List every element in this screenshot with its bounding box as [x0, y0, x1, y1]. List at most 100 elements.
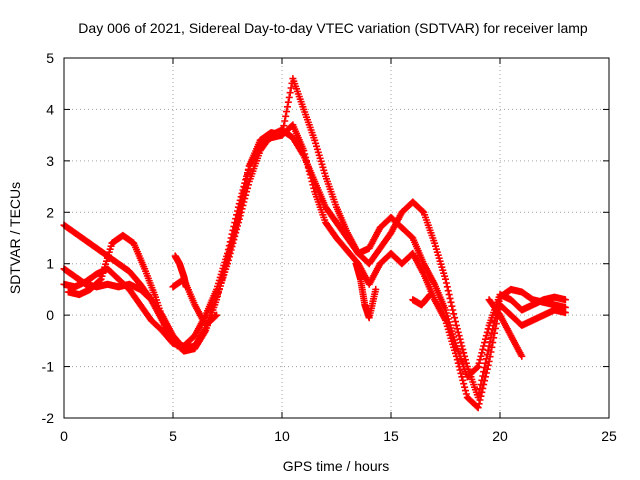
- data-point-trail: [475, 325, 492, 367]
- data-point: [474, 363, 482, 371]
- data-point-trail: [137, 286, 154, 303]
- data-point: [300, 147, 308, 155]
- data-point-trail: [333, 235, 350, 254]
- y-tick-label: -1: [42, 359, 55, 375]
- data-point: [561, 309, 569, 317]
- data-point-trail: [126, 287, 143, 308]
- data-point-trail: [366, 288, 379, 319]
- plot-frame: [63, 57, 610, 419]
- data-point-trail: [366, 225, 383, 251]
- data-point-trail: [508, 333, 525, 359]
- data-point-trail: [203, 288, 220, 317]
- data-point-trail: [131, 241, 148, 271]
- data-point-trail: [410, 251, 427, 276]
- grid-lines: [64, 58, 609, 418]
- series-6: [352, 260, 380, 322]
- data-point-trail: [453, 345, 470, 378]
- data-point: [372, 285, 380, 293]
- y-tick-label: 2: [46, 204, 54, 220]
- data-point-trail: [377, 250, 394, 267]
- data-point-trail: [399, 199, 416, 215]
- data-point-trail: [377, 230, 394, 251]
- series-9: [171, 252, 190, 291]
- data-point-trail: [464, 394, 481, 411]
- data-point-trail: [497, 302, 514, 318]
- data-point-trail: [98, 242, 115, 280]
- series-8: [485, 296, 526, 360]
- data-point: [518, 352, 526, 360]
- data-point-trail: [377, 214, 394, 231]
- data-point-trail: [344, 231, 361, 256]
- data-point-trail: [497, 313, 514, 338]
- data-point: [474, 404, 482, 412]
- data-point-trail: [388, 250, 405, 267]
- x-tick-label: 25: [601, 428, 617, 444]
- data-point: [213, 311, 221, 319]
- data-point-trail: [486, 297, 503, 318]
- data-point-trail: [519, 289, 536, 303]
- series-3: [60, 121, 569, 412]
- data-point-trail: [126, 281, 143, 293]
- data-point-trail: [323, 175, 340, 209]
- data-point-trail: [192, 303, 209, 328]
- y-tick-label: 5: [46, 50, 54, 66]
- data-point-trail: [72, 278, 89, 290]
- data-point: [173, 342, 181, 350]
- data-point: [442, 275, 449, 283]
- data-point-trail: [432, 282, 449, 312]
- data-point-trail: [279, 79, 296, 134]
- x-tick-label: 20: [492, 428, 508, 444]
- data-point-trail: [410, 236, 427, 266]
- data-point-trail: [366, 261, 383, 287]
- data-point-trail: [203, 312, 220, 329]
- chart-title: Day 006 of 2021, Sidereal Day-to-day VTE…: [78, 20, 588, 36]
- data-point-trail: [442, 319, 459, 357]
- data-point-trail: [126, 269, 143, 287]
- data-point-trail: [453, 356, 470, 398]
- y-tick-label: 4: [46, 101, 54, 117]
- x-tick-label: 0: [60, 428, 68, 444]
- data-point-trail: [290, 77, 307, 111]
- data-point: [485, 357, 493, 365]
- data-point-trail: [83, 271, 100, 285]
- data-point-trail: [497, 286, 514, 300]
- data-point-trail: [464, 365, 481, 399]
- data-point: [452, 352, 460, 360]
- data-point-trail: [224, 207, 241, 254]
- data-point-trail: [87, 276, 104, 293]
- data-point-trail: [214, 252, 231, 290]
- data-point-trail: [475, 361, 492, 408]
- y-tick-label: 3: [46, 153, 54, 169]
- x-tick-label: 10: [274, 428, 290, 444]
- data-point-trail: [152, 296, 170, 332]
- data-point-trail: [148, 317, 165, 334]
- data-point-trail: [442, 309, 459, 347]
- data-point-trail: [530, 312, 547, 324]
- data-point-trail: [366, 246, 383, 266]
- data-point-trail: [257, 129, 274, 144]
- y-tick-label: -2: [42, 410, 55, 426]
- series-4: [64, 231, 181, 350]
- data-point-trail: [442, 279, 459, 326]
- data-point-trail: [421, 261, 438, 287]
- data-point-trail: [163, 328, 180, 349]
- data-point-trail: [115, 260, 132, 275]
- data-point-trail: [333, 220, 350, 241]
- data-point-trail: [357, 277, 368, 307]
- data-point-trail: [432, 242, 449, 280]
- data-point-trail: [61, 266, 78, 280]
- data-point-trail: [105, 266, 122, 282]
- data-point-trail: [246, 149, 263, 183]
- x-tick-label: 15: [383, 428, 399, 444]
- data-point-trail: [301, 150, 318, 192]
- data-points: [60, 75, 569, 412]
- y-axis-label: SDTVAR / TECUs: [7, 182, 23, 294]
- data-point-trail: [137, 302, 154, 323]
- data-point-trail: [421, 211, 438, 245]
- data-point-trail: [115, 276, 132, 293]
- data-point: [426, 291, 434, 299]
- data-point-trail: [418, 291, 434, 308]
- data-point-trail: [83, 237, 100, 252]
- data-point-trail: [399, 225, 416, 241]
- data-point-trail: [323, 204, 340, 225]
